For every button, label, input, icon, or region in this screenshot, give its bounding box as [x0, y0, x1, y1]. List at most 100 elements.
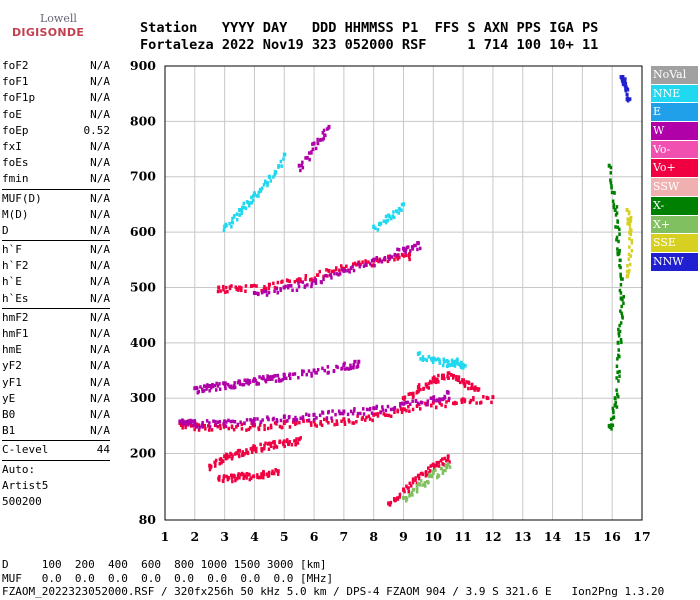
echo-point [421, 358, 424, 362]
echo-point [625, 92, 628, 97]
legend-item-sse: SSE [651, 234, 698, 252]
echo-point [443, 394, 446, 399]
echo-point [332, 369, 336, 373]
echo-point [233, 381, 236, 385]
echo-point [214, 464, 217, 468]
param-name: foF1p [2, 91, 36, 105]
param-value: N/A [90, 223, 110, 237]
echo-point [610, 423, 613, 427]
echo-point [261, 418, 264, 422]
echo-point [250, 421, 253, 426]
echo-point [216, 420, 220, 424]
echo-point [250, 200, 254, 205]
echo-point [260, 288, 263, 293]
echo-point [273, 285, 277, 290]
echo-point [369, 262, 372, 266]
echo-point [228, 454, 231, 459]
param-name: foF1 [2, 75, 29, 89]
echo-point [257, 291, 260, 296]
echo-point [619, 291, 623, 295]
param-value: 44 [96, 443, 110, 457]
echo-trace [217, 468, 280, 484]
echo-point [352, 268, 356, 273]
echo-point [372, 406, 376, 411]
echo-point [438, 360, 442, 364]
echo-point [431, 376, 435, 381]
echo-point [270, 375, 273, 379]
echo-point [405, 253, 408, 258]
echo-point [609, 171, 612, 175]
echo-point [214, 462, 217, 466]
echo-point [343, 422, 347, 426]
echo-point [445, 400, 448, 404]
echo-point [446, 371, 450, 376]
echo-point [247, 427, 251, 432]
x-tick-label: 5 [280, 529, 289, 544]
echo-point [335, 419, 338, 423]
echo-point [618, 329, 622, 334]
echo-point [235, 218, 239, 222]
echo-point [405, 408, 408, 413]
echo-point [205, 387, 208, 391]
echo-point [322, 274, 325, 279]
echo-point [287, 415, 291, 420]
echo-point [324, 133, 327, 138]
echo-point [245, 450, 248, 455]
echo-point [297, 277, 301, 282]
echo-point [302, 369, 305, 374]
echo-point [273, 440, 276, 444]
echo-point [365, 415, 368, 420]
echo-point [216, 424, 219, 429]
separator [2, 240, 110, 242]
echo-point [269, 179, 272, 183]
echo-point [285, 439, 289, 444]
echo-point [362, 407, 365, 411]
echo-point [444, 404, 447, 409]
echo-point [628, 230, 632, 235]
echo-point [355, 365, 358, 369]
param-value: N/A [90, 156, 110, 170]
param-name: yF2 [2, 359, 22, 373]
x-tick-label: 17 [633, 529, 650, 544]
echo-point [231, 419, 235, 424]
echo-point [245, 448, 248, 452]
echo-point [274, 468, 277, 472]
echo-point [316, 368, 320, 372]
echo-point [402, 254, 406, 258]
echo-point [619, 321, 623, 325]
echo-point [629, 232, 632, 236]
echo-point [393, 497, 396, 501]
echo-point [214, 420, 217, 424]
echo-point [206, 383, 209, 387]
echo-point [322, 277, 325, 282]
echo-point [325, 127, 329, 131]
echo-point [281, 425, 284, 429]
echo-point [224, 285, 228, 290]
footer-muf-row: MUF 0.0 0.0 0.0 0.0 0.0 0.0 0.0 0.0 [MHz… [2, 571, 334, 585]
param-name: fxI [2, 139, 22, 153]
echo-point [319, 422, 322, 426]
echo-point [358, 264, 361, 269]
echo-point [430, 404, 433, 408]
echo-point [352, 421, 356, 425]
param-row-d: D N/A [2, 223, 110, 239]
echo-point [376, 412, 379, 416]
echo-point [249, 201, 252, 205]
echo-point [629, 219, 633, 223]
echo-point [268, 377, 271, 381]
echo-point [295, 437, 298, 441]
echo-point [264, 441, 267, 445]
echo-point [248, 477, 251, 482]
echo-point [350, 365, 353, 370]
echo-point [435, 399, 438, 403]
echo-point [398, 207, 402, 212]
param-name: C-level [2, 443, 49, 457]
echo-point [615, 376, 618, 380]
echo-point [416, 482, 420, 486]
echo-point [257, 190, 260, 195]
echo-point [393, 215, 396, 220]
echo-point [207, 424, 210, 428]
legend-item-ssw: SSW [651, 178, 698, 196]
echo-point [232, 473, 236, 478]
echo-point [447, 398, 450, 403]
